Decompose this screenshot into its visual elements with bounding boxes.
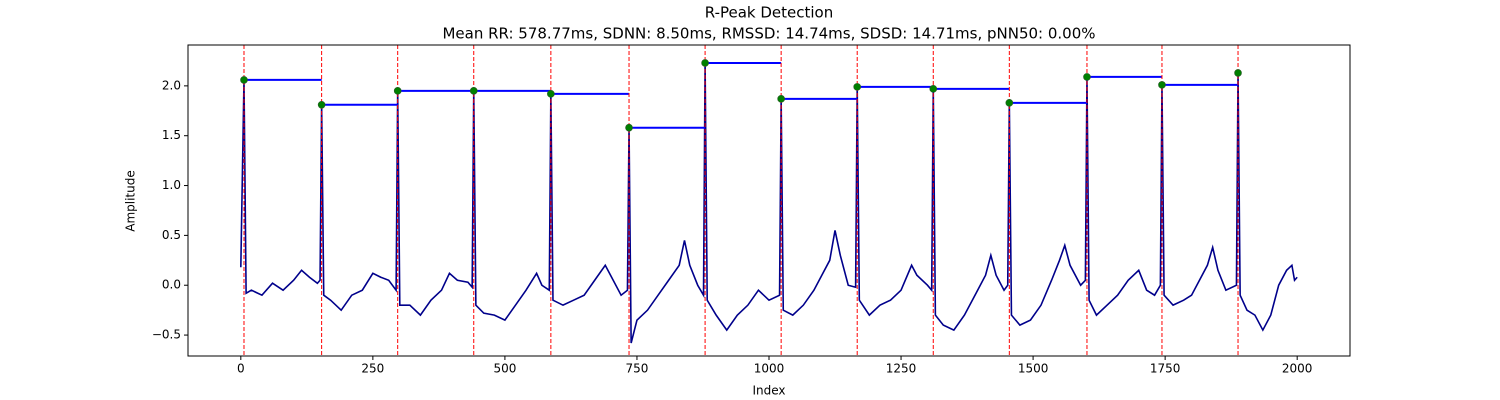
chart-subtitle: Mean RR: 578.77ms, SDNN: 8.50ms, RMSSD: … [442,25,1095,43]
y-tick-label: 1.5 [162,128,181,142]
y-tick-label: −0.5 [152,328,181,342]
y-tick-label: 2.0 [162,78,181,92]
peak-point [1005,99,1014,107]
peak-point [469,87,478,95]
x-tick-label: 2000 [1282,362,1313,376]
y-tick-label: 1.0 [162,178,181,192]
x-tick-label: 1250 [886,362,917,376]
peak-point [317,101,326,109]
chart-title: R-Peak Detection [705,4,833,22]
y-axis-label: Amplitude [124,170,138,232]
peak-point [240,76,248,84]
peak-point [1083,73,1091,81]
signal-line [240,62,1298,344]
peak-point [701,59,709,67]
x-tick-label: 750 [626,362,649,376]
peak-point [1158,81,1166,89]
peak-point [777,95,785,103]
x-tick-label: 500 [493,362,516,376]
y-tick-label: 0.0 [162,278,181,292]
peak-point [393,87,402,95]
x-tick-label: 1000 [754,362,785,376]
peak-point [547,90,555,98]
peak-point [929,85,938,93]
peak-point [1234,69,1242,77]
peak-point [853,83,862,91]
x-tick-label: 250 [361,362,384,376]
x-tick-label: 1750 [1150,362,1181,376]
plot-frame [187,44,1351,357]
x-tick-label: 0 [237,362,245,376]
y-tick-label: 0.5 [162,228,181,242]
peak-point [625,123,633,132]
x-tick-label: 1500 [1018,362,1049,376]
x-axis-label: Index [752,384,785,398]
